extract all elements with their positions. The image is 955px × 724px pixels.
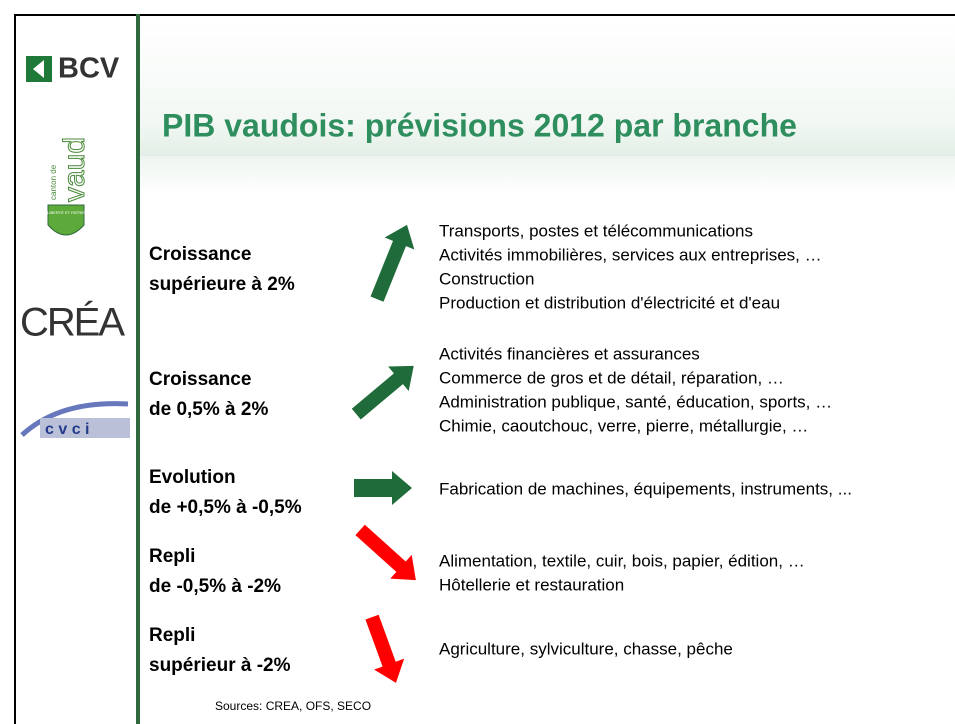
row-item: Construction bbox=[439, 269, 534, 288]
title-fade bbox=[140, 156, 955, 196]
vaud-motto: LIBERTÉ ET PATRIE bbox=[47, 210, 85, 215]
vaud-text: vaud bbox=[58, 137, 91, 202]
row-item: Alimentation, textile, cuir, bois, papie… bbox=[439, 551, 805, 570]
cvci-box bbox=[40, 418, 130, 438]
bcv-logo: BCV bbox=[26, 53, 120, 85]
bcv-text: BCV bbox=[58, 53, 120, 85]
row-item: Production et distribution d'électricité… bbox=[439, 293, 780, 312]
row-item: Commerce de gros et de détail, réparatio… bbox=[439, 368, 784, 387]
row-label: de 0,5% à 2% bbox=[149, 399, 268, 420]
vaud-logo: LIBERTÉ ET PATRIE canton de vaud bbox=[47, 136, 91, 236]
trend-arrow bbox=[351, 365, 414, 420]
row-item: Transports, postes et télécommunications bbox=[439, 221, 753, 240]
cvci-logo: c v c i bbox=[20, 401, 130, 438]
row-item: Activités immobilières, services aux ent… bbox=[439, 245, 822, 264]
title-band bbox=[140, 16, 955, 156]
row-label: Repli bbox=[149, 625, 195, 646]
row-item: Administration publique, santé, éducatio… bbox=[439, 392, 832, 411]
row-item: Fabrication de machines, équipements, in… bbox=[439, 479, 852, 498]
cvci-text: c v c i bbox=[45, 421, 89, 438]
vaud-small: canton de bbox=[49, 164, 58, 200]
row-item: Activités financières et assurances bbox=[439, 344, 700, 363]
trend-arrow bbox=[354, 471, 412, 505]
trend-arrow bbox=[370, 224, 415, 302]
row-label: supérieur à -2% bbox=[149, 655, 291, 676]
row-item: Hôtellerie et restauration bbox=[439, 575, 624, 594]
cvci-swoosh bbox=[20, 401, 129, 437]
row-item: Chimie, caoutchouc, verre, pierre, métal… bbox=[439, 416, 808, 435]
row-label: Croissance bbox=[149, 244, 251, 265]
row-label: Evolution bbox=[149, 467, 236, 488]
vaud-shield bbox=[47, 204, 85, 236]
source: Sources: CREA, OFS, SECO bbox=[215, 699, 371, 713]
row-label: supérieure à 2% bbox=[149, 274, 295, 295]
row-label: Croissance bbox=[149, 369, 251, 390]
row-label: de +0,5% à -0,5% bbox=[149, 497, 302, 518]
row-item: Agriculture, sylviculture, chasse, pêche bbox=[439, 639, 733, 658]
crea-logo: CRÉA bbox=[20, 300, 125, 345]
bcv-chevron bbox=[33, 60, 44, 78]
trend-arrow bbox=[365, 614, 405, 683]
trend-arrow bbox=[355, 524, 416, 581]
row-label: Repli bbox=[149, 546, 195, 567]
row-label: de -0,5% à -2% bbox=[149, 576, 281, 597]
title: PIB vaudois: prévisions 2012 par branche bbox=[162, 107, 797, 143]
